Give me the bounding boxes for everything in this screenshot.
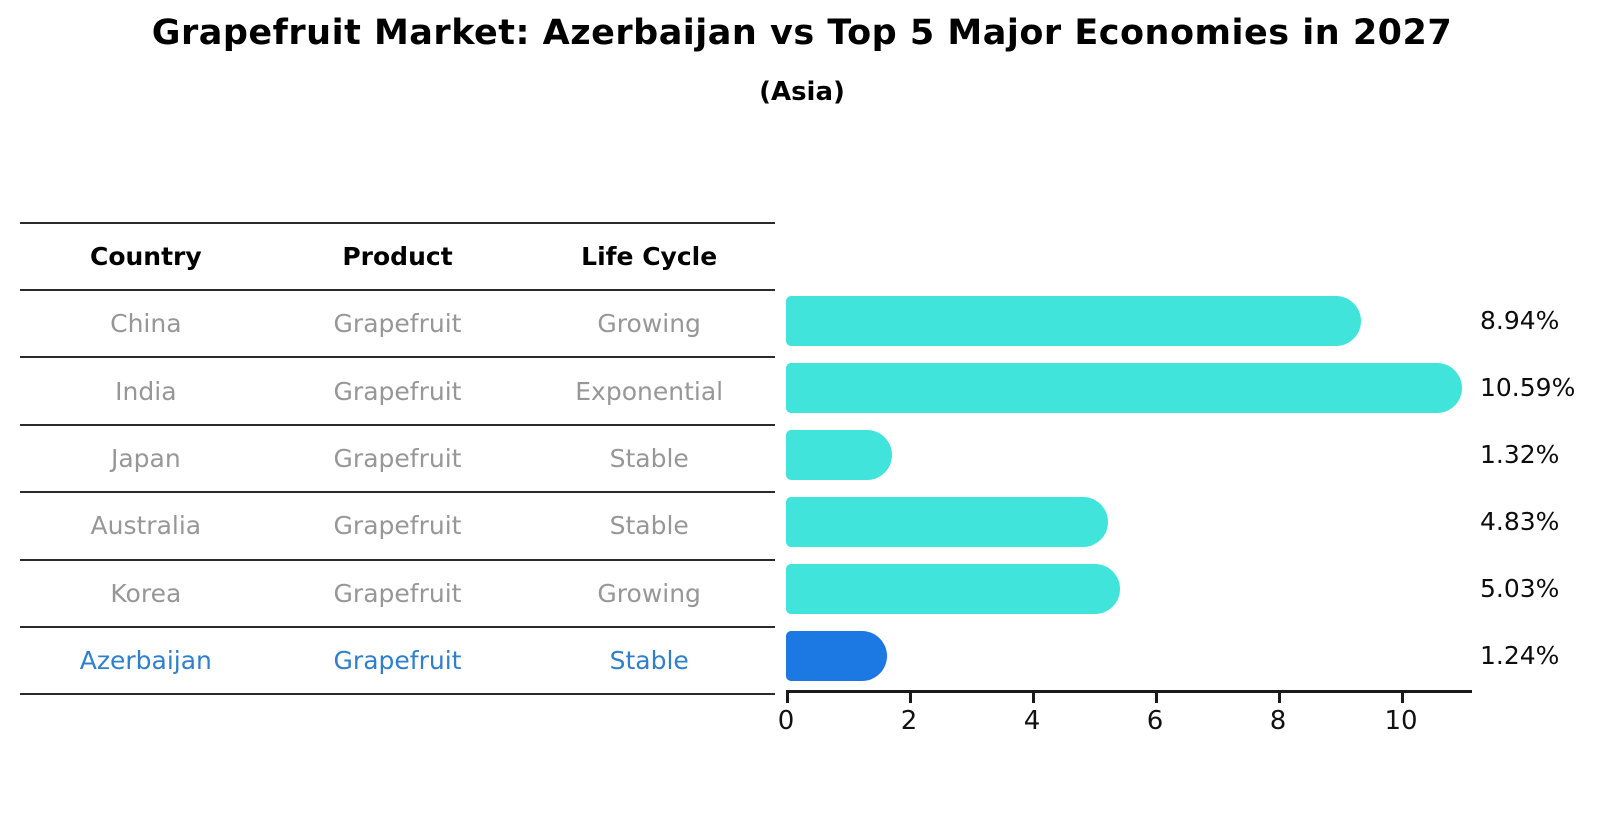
cell-product: Grapefruit [333, 646, 462, 676]
cell-life-cycle: Stable [609, 511, 689, 541]
bar-azerbaijan [786, 630, 888, 681]
value-label-china: 8.94% [1480, 306, 1560, 335]
bar-china [786, 295, 1361, 346]
cell-life-cycle: Stable [609, 443, 689, 473]
x-tick-label: 8 [1269, 706, 1287, 736]
table-row-japan: Japan Grapefruit Stable [20, 426, 775, 494]
cell-product: Grapefruit [333, 511, 462, 541]
column-header-life-cycle: Life Cycle [581, 242, 718, 271]
x-tick-label: 0 [777, 706, 795, 736]
page-title: Grapefruit Market: Azerbaijan vs Top 5 M… [151, 13, 1453, 53]
value-label-japan: 1.32% [1480, 440, 1560, 469]
x-tick-label: 4 [1023, 706, 1041, 736]
bar-india [786, 362, 1463, 413]
cell-life-cycle: Growing [597, 578, 701, 608]
bar-australia [786, 496, 1109, 547]
cell-country: India [115, 376, 177, 406]
cell-country: Azerbaijan [79, 646, 212, 676]
table-row-korea: Korea Grapefruit Growing [20, 561, 775, 628]
x-axis-tick [1032, 693, 1035, 703]
x-axis-tick [1401, 693, 1404, 703]
country-info-table: Country Product Life Cycle China Grapefr… [20, 222, 775, 696]
table-row-india: India Grapefruit Exponential [20, 358, 775, 426]
value-label-azerbaijan: 1.24% [1480, 641, 1560, 670]
value-label-australia: 4.83% [1480, 507, 1560, 536]
cell-product: Grapefruit [333, 376, 462, 406]
bar-korea [786, 563, 1121, 614]
cell-country: China [110, 309, 182, 339]
column-header-product: Product [342, 242, 453, 271]
table-row-australia: Australia Grapefruit Stable [20, 493, 775, 561]
cell-product: Grapefruit [333, 309, 462, 339]
cell-product: Grapefruit [333, 578, 462, 608]
table-row-azerbaijan: Azerbaijan Grapefruit Stable [20, 628, 775, 696]
cell-country: Korea [110, 578, 182, 608]
column-header-country: Country [89, 242, 202, 271]
x-axis-tick [786, 693, 789, 703]
cell-life-cycle: Stable [609, 646, 689, 676]
x-axis-tick [1155, 693, 1158, 703]
x-axis-tick [909, 693, 912, 703]
cell-life-cycle: Exponential [575, 376, 724, 406]
value-label-korea: 5.03% [1480, 574, 1560, 603]
table-header-row: Country Product Life Cycle [20, 224, 775, 291]
x-axis-tick [1278, 693, 1281, 703]
page-subtitle: (Asia) [759, 77, 845, 107]
x-tick-label: 10 [1384, 706, 1418, 736]
cell-product: Grapefruit [333, 443, 462, 473]
cell-country: Japan [110, 443, 181, 473]
table-row-china: China Grapefruit Growing [20, 291, 775, 359]
x-axis-line [786, 690, 1472, 693]
cell-country: Australia [90, 511, 202, 541]
cell-life-cycle: Growing [597, 309, 701, 339]
x-tick-label: 2 [900, 706, 918, 736]
x-tick-label: 6 [1146, 706, 1164, 736]
bar-japan [786, 429, 893, 480]
value-label-india: 10.59% [1480, 373, 1576, 402]
